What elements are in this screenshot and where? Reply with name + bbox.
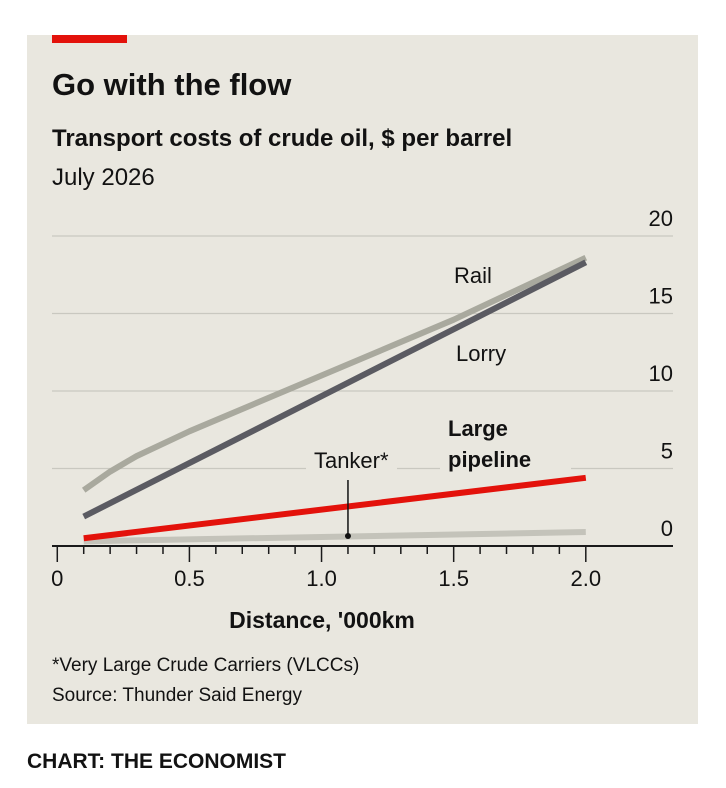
y-tick-label: 15	[649, 284, 673, 309]
series-line	[83, 529, 586, 545]
series-label: Lorry	[448, 339, 515, 369]
y-tick-label: 0	[661, 516, 673, 541]
series-label: Rail	[446, 261, 500, 291]
date-note: July 2026	[52, 164, 155, 191]
x-tick-label: 0	[51, 566, 63, 591]
footnote: *Very Large Crude Carriers (VLCCs)	[52, 655, 359, 676]
x-tick-label: 0.5	[174, 566, 205, 591]
series-label: Tanker*	[305, 446, 397, 476]
y-tick-label: 10	[649, 361, 673, 386]
y-tick-label: 5	[661, 439, 673, 464]
x-axis-label: Distance, '000km	[229, 607, 415, 633]
chart-title: Go with the flow	[52, 67, 292, 102]
y-tick-label: 20	[649, 206, 673, 231]
source: Source: Thunder Said Energy	[52, 685, 302, 706]
panel	[27, 35, 698, 724]
x-tick-label: 1.0	[306, 566, 337, 591]
x-tick-label: 2.0	[570, 566, 601, 591]
credit: CHART: THE ECONOMIST	[27, 750, 286, 773]
series-line	[83, 474, 587, 542]
chart-subtitle: Transport costs of crude oil, $ per barr…	[52, 125, 512, 152]
series-line	[82, 259, 588, 520]
series-label: Large pipeline	[440, 413, 571, 475]
pointer-dot	[344, 533, 351, 539]
x-tick-label: 1.5	[438, 566, 469, 591]
series-line	[81, 254, 588, 493]
accent-bar	[52, 35, 127, 43]
